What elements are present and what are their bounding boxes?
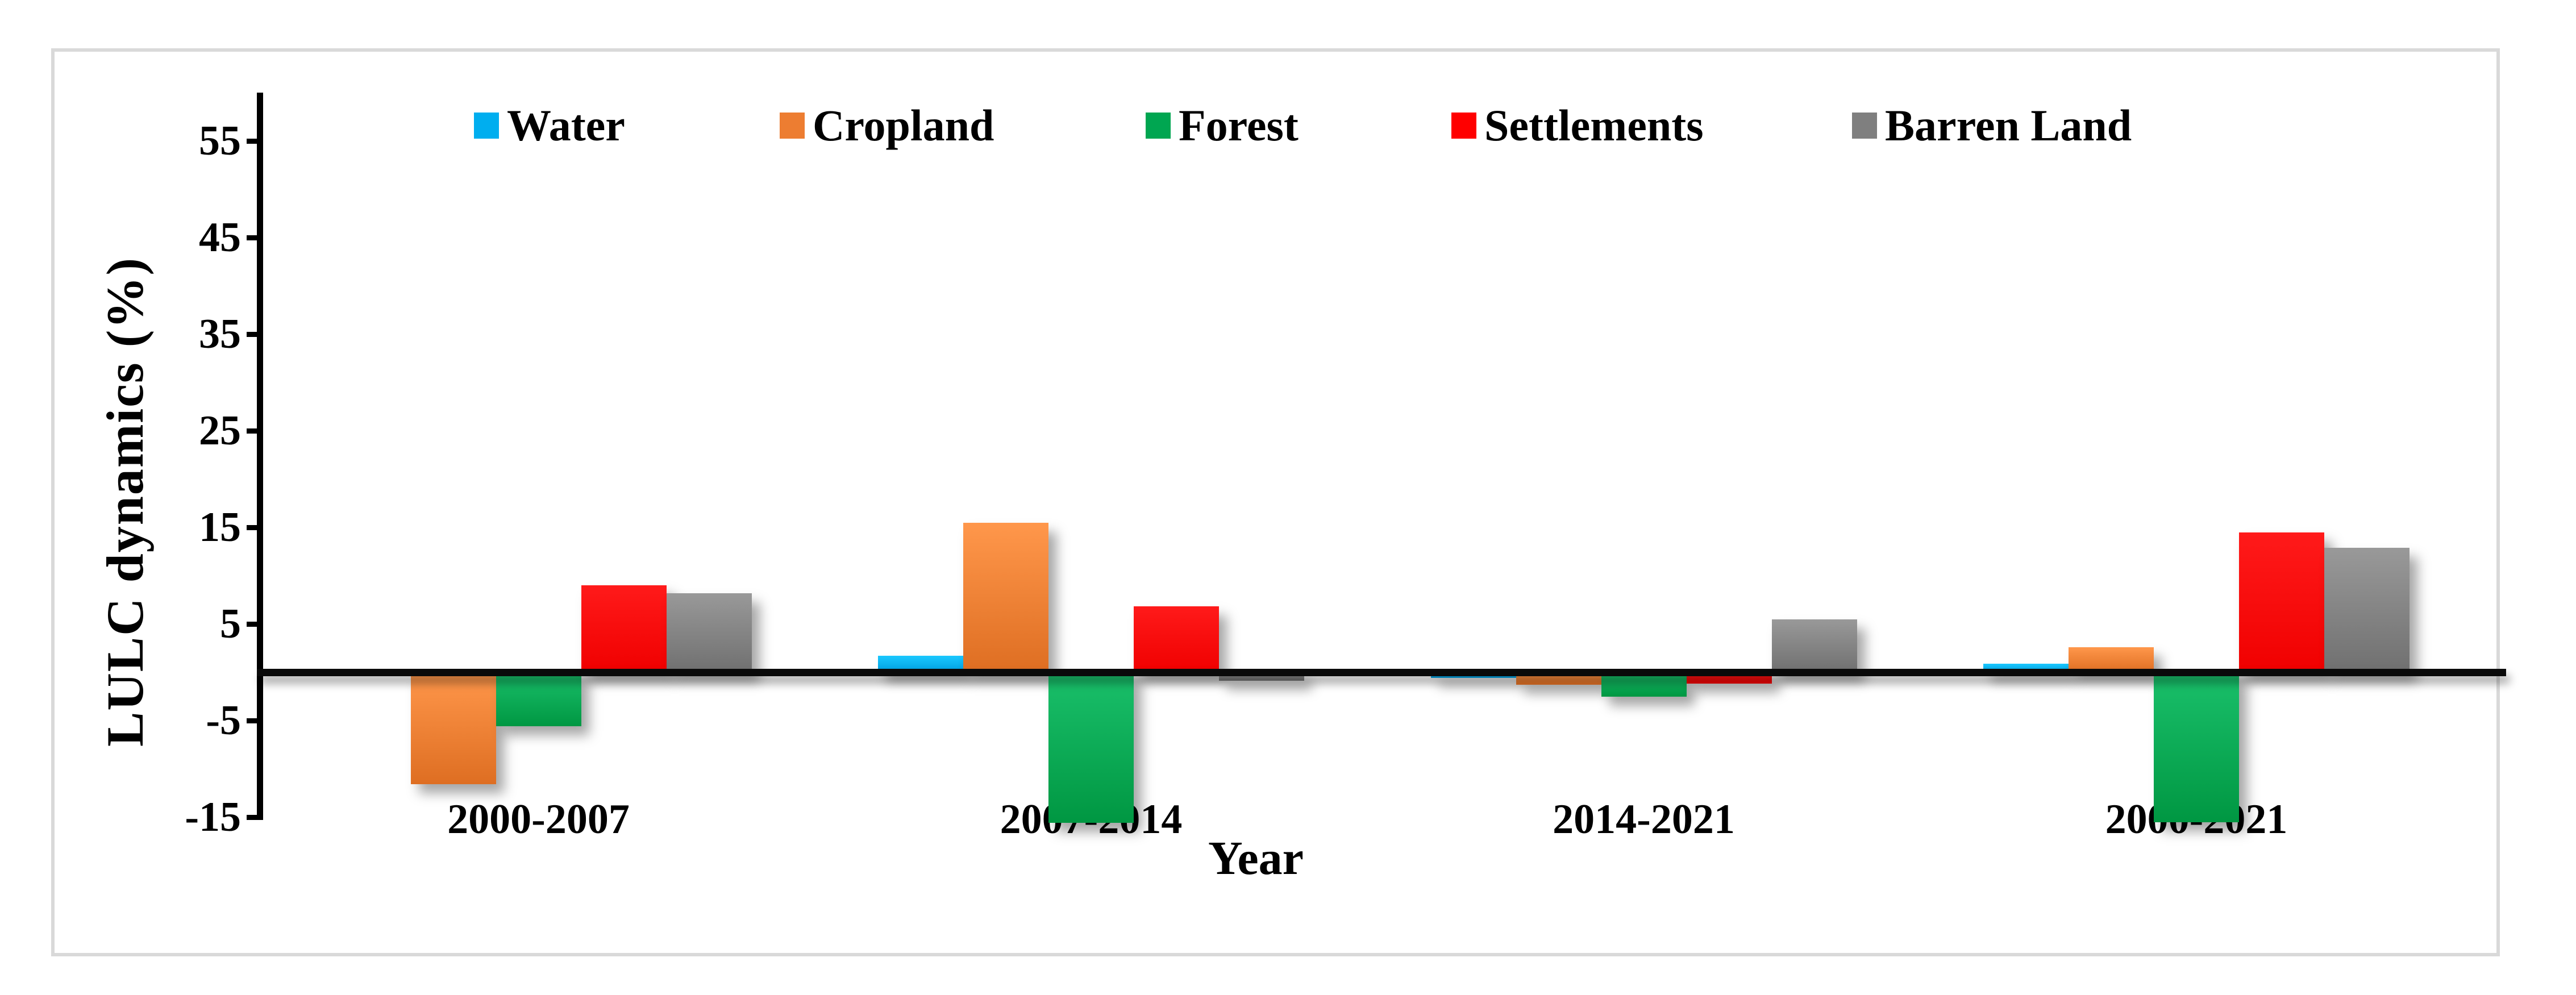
x-axis-title: Year (1208, 832, 1304, 885)
legend: Water Cropland Forest Settlements Barren Lan… (0, 0, 2576, 182)
y-tick-15 (247, 525, 263, 530)
bar-settlements-2007-2014 (1134, 606, 1219, 672)
bar-forest-2000-2007 (496, 672, 581, 727)
legend-swatch-icon-barren-land (1852, 113, 1877, 139)
y-tick-25 (247, 428, 263, 434)
y-tick-35 (247, 332, 263, 337)
legend-label-settlements: Settlements (1484, 101, 1704, 150)
legend-swatch-icon-forest (1146, 113, 1171, 139)
legend-label-barren-land: Barren Land (1885, 101, 2132, 150)
y-tick-label--15: -15 (185, 794, 241, 840)
x-category-label-2014-2021: 2014-2021 (1553, 796, 1735, 843)
y-tick--15 (247, 815, 263, 820)
y-tick-label-25: 25 (199, 407, 241, 454)
legend-label-cropland: Cropland (813, 101, 994, 150)
y-tick-label-15: 15 (199, 504, 241, 551)
y-axis-line (257, 93, 263, 820)
legend-swatch-icon-settlements (1451, 113, 1476, 139)
y-tick-55 (247, 139, 263, 144)
legend-label-water: Water (507, 101, 625, 150)
bar-cropland-2000-2007 (410, 672, 496, 785)
bar-forest-2014-2021 (1601, 672, 1687, 697)
x-axis-zero-line (257, 669, 2506, 676)
y-tick-label-45: 45 (199, 214, 241, 261)
bar-settlements-2000-2007 (581, 585, 667, 672)
bar-forest-2000-2021 (2154, 672, 2239, 822)
bar-barren-land-2014-2021 (1771, 619, 1857, 672)
y-tick-label-5: 5 (220, 601, 241, 647)
bar-barren-land-2000-2007 (666, 593, 752, 672)
legend-swatch-icon-water (474, 113, 499, 139)
x-category-label-2000-2007: 2000-2007 (447, 796, 630, 843)
bar-cropland-2000-2021 (2069, 647, 2154, 672)
bar-settlements-2000-2021 (2239, 532, 2324, 672)
y-tick-45 (247, 235, 263, 240)
legend-swatch-icon-cropland (780, 113, 805, 139)
y-tick-label--5: -5 (206, 697, 241, 744)
y-tick-label-35: 35 (199, 311, 241, 357)
bar-forest-2007-2014 (1048, 672, 1134, 823)
bar-cropland-2007-2014 (963, 522, 1048, 672)
y-tick--5 (247, 718, 263, 723)
bar-barren-land-2000-2021 (2324, 547, 2409, 672)
legend-label-forest: Forest (1179, 101, 1299, 150)
chart-border-frame (51, 48, 2500, 956)
y-tick-5 (247, 622, 263, 627)
y-tick-label-55: 55 (199, 118, 241, 164)
